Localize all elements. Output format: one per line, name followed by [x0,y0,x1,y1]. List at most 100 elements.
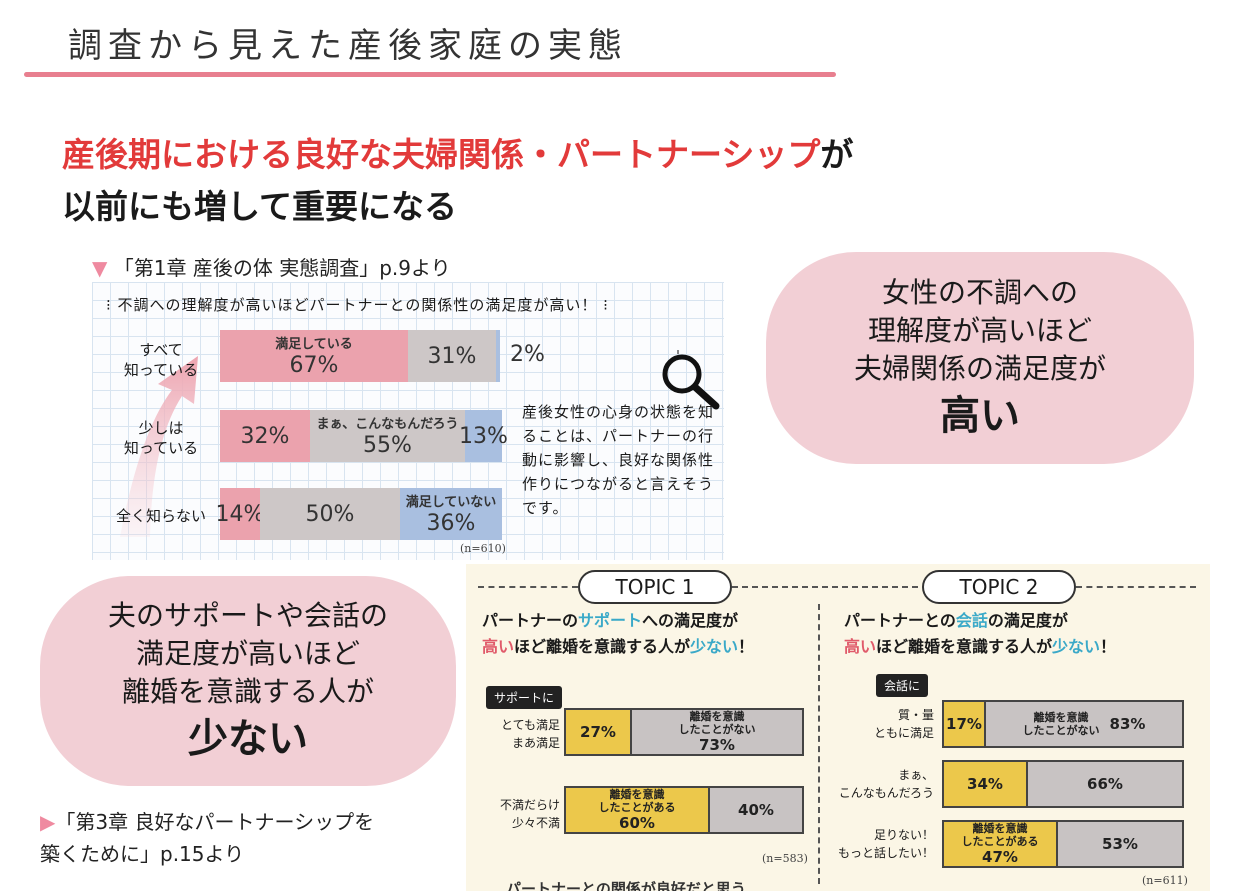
page-title: 調査から見えた産後家庭の実態 [68,26,628,66]
segment-value: 32% [240,423,290,449]
heading-part: 高い [482,637,515,656]
bar-segment: まぁ、こんなもんだろう 55% [310,410,465,462]
bubble-emphasis: 高い [940,393,1020,439]
segment-sublabel: したことがない [678,723,756,736]
topic1-cut-text: パートナーとの関係が良好だと思う [506,880,746,891]
chart1-row2-label: 少しは 知っている [106,418,216,458]
heading-part: ほど離婚を意識する人が [876,637,1053,656]
bubble-line: 夫のサポートや会話の [107,599,388,632]
bar-segment: 32% [220,410,310,462]
chart1-note: 産後女性の心身の状態を知ることは、パートナーの行動に影響し、良好な関係性作りにつ… [522,403,715,517]
bar-segment: 14% [216,488,264,540]
bar-segment: 離婚を意識 したことがある 47% [944,822,1058,866]
magnifier-icon [662,350,720,410]
segment-value: 50% [305,501,355,527]
bar-segment [496,330,500,382]
heading-part: 少ない [1052,637,1101,656]
heading-part: ほど離婚を意識する人が [514,637,691,656]
source-note-2: ▶「第3章 良好なパートナーシップを 築くために」p.15より [40,806,374,870]
bar-segment: 17% [944,702,986,746]
segment-value: 36% [426,510,476,536]
row-label-line: ともに満足 [873,726,934,740]
bar-segment: 40% [710,788,802,832]
chart1-row3-bar: 14% 50% 満足していない 36% [216,488,502,540]
segment-sublabel: 離婚を意識 [972,822,1028,835]
topic2-heading: パートナーとの会話の満足度が 高いほど離婚を意識する人が少ない！ [844,608,1204,660]
heading-part: の満足度が [987,611,1068,630]
topic1-tag: サポートに [486,686,563,709]
source-note-2-line2: 築くために」p.15より [40,842,245,866]
topic1-pill: TOPIC 1 [578,570,732,604]
segment-value: 14% [215,501,265,527]
chart1-row1-bar: 満足している 67% 31% [220,330,500,382]
chart1-heading-text: 不調への理解度が高いほどパートナーとの関係性の満足度が高い！ [117,296,598,314]
topic2-row3-label: 足りない！ もっと話したい！ [822,826,934,862]
bar-segment: 満足していない 36% [400,488,502,540]
topic2-row3-bar: 離婚を意識 したことがある 47% 53% [942,820,1184,868]
segment-value: 67% [289,352,339,378]
row-label-line: 知っている [123,361,199,379]
bar-segment: 53% [1058,822,1182,866]
divider [478,586,578,588]
segment-value: 83% [1109,715,1146,733]
summary-bubble-left: 夫のサポートや会話の 満足度が高いほど 離婚を意識する人が 少ない [40,576,456,786]
chart1-row2-bar: 32% まぁ、こんなもんだろう 55% 13% [220,410,508,462]
chart1-panel: ⁝ 不調への理解度が高いほどパートナーとの関係性の満足度が高い！ ⁝ すべて 知っ… [92,282,724,560]
row-label-line: 少々不満 [511,816,560,830]
summary-bubble-right: 女性の不調への 理解度が高いほど 夫婦関係の満足度が 高い [766,252,1194,464]
topic1-sample-size: (n=583) [762,852,808,865]
row-label-line: こんなもんだろう [838,786,934,800]
heading-part: ！ [1100,637,1117,656]
source-note-1: ▼ 「第1章 産後の体 実態調査」p.9より [92,252,451,281]
divider [1076,586,1196,588]
topic2-tag: 会話に [876,674,929,697]
topic2-row2-label: まぁ、 こんなもんだろう [822,766,934,802]
segment-value: 60% [619,814,655,832]
segment-value: 27% [580,723,616,741]
bar-segment: 27% [566,710,632,754]
segment-sublabel: 離婚を意識 [609,788,665,801]
triangle-down-icon: ▼ [92,256,108,280]
chart1-row1-small-value: 2% [510,342,545,367]
heading-part: パートナーとの [844,611,956,630]
headline-line2: 以前にも増して重要になる [62,187,458,226]
segment-value: 40% [738,801,774,819]
heading-part: ！ [738,637,755,656]
row-label-line: 知っている [123,439,199,457]
bar-segment: 満足している 67% [220,330,408,382]
bar-segment: 66% [1028,762,1182,806]
bubble-line: 離婚を意識する人が [121,675,374,708]
chart1-heading: ⁝ 不調への理解度が高いほどパートナーとの関係性の満足度が高い！ ⁝ [106,296,609,314]
segment-sublabel: したことがある [961,835,1039,848]
vertical-divider [818,604,820,884]
heading-part: パートナーの [482,611,579,630]
topic1-row1-bar: 27% 離婚を意識 したことがない 73% [564,708,804,756]
heading-part: 会話 [955,611,988,630]
topic1-row2-bar: 離婚を意識 したことがある 60% 40% [564,786,804,834]
bar-segment: 34% [944,762,1028,806]
row-label-line: もっと話したい！ [837,846,934,860]
bar-segment: 離婚を意識 したことがない 83% [986,702,1182,746]
bubble-line: 女性の不調への [881,276,1078,309]
bar-segment: 離婚を意識 したことがある 60% [566,788,710,832]
segment-value: 13% [459,423,508,449]
segment-sublabel: まぁ、こんなもんだろう [316,417,459,432]
topic2-pill: TOPIC 2 [922,570,1076,604]
divider [732,586,918,588]
segment-sublabels: 離婚を意識 したことがない [1023,711,1100,737]
segment-value: 73% [699,736,735,754]
topic2-sample-size: (n=611) [1142,874,1188,887]
segment-sublabel: 離婚を意識 [1033,711,1089,724]
triangle-right-icon: ▶ [40,810,56,834]
topics-panel: TOPIC 1 TOPIC 2 パートナーのサポートへの満足度が 高いほど離婚を… [466,564,1210,891]
heading-part: 高い [844,637,877,656]
segment-value: 47% [982,848,1018,866]
segment-value: 55% [363,432,412,458]
source-note-1-text: 「第1章 産後の体 実態調査」p.9より [113,256,451,280]
bar-segment: 離婚を意識 したことがない 73% [632,710,802,754]
row-label-line: とても満足 [500,718,560,732]
row-label-line: 質・量 [897,708,934,722]
segment-value: 17% [946,715,982,733]
segment-value: 66% [1087,775,1123,793]
segment-sublabel: したことがある [598,801,676,814]
